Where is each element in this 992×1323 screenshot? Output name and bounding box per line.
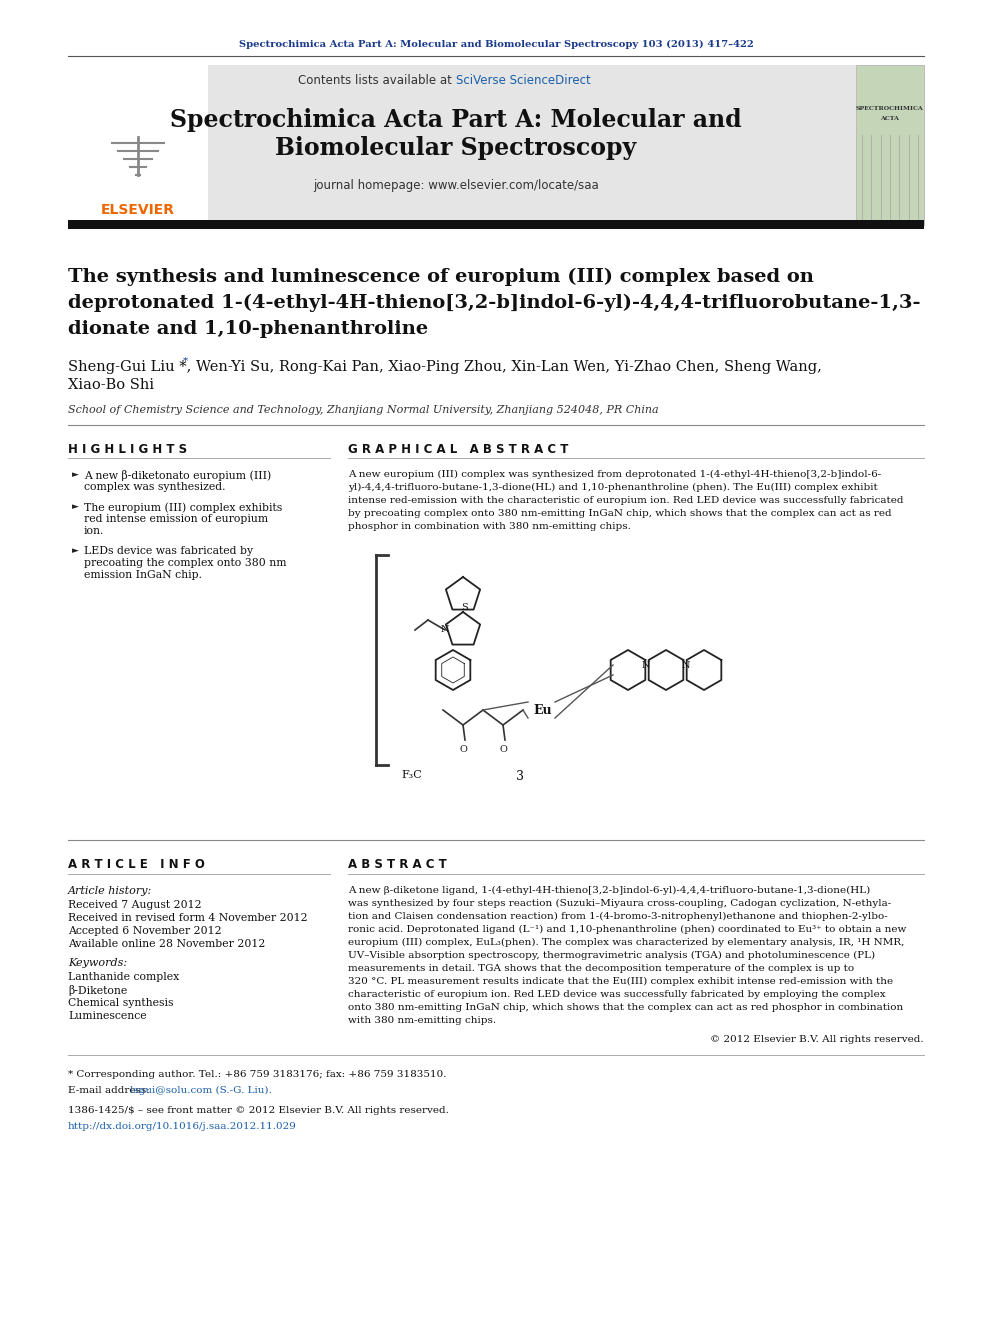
Text: Contents lists available at: Contents lists available at bbox=[299, 74, 456, 86]
Text: *: * bbox=[183, 357, 188, 366]
Text: A B S T R A C T: A B S T R A C T bbox=[348, 859, 446, 871]
Text: UV–Visible absorption spectroscopy, thermogravimetric analysis (TGA) and photolu: UV–Visible absorption spectroscopy, ther… bbox=[348, 951, 875, 960]
Text: Available online 28 November 2012: Available online 28 November 2012 bbox=[68, 939, 266, 949]
Text: Sheng-Gui Liu *, Wen-Yi Su, Rong-Kai Pan, Xiao-Ping Zhou, Xin-Lan Wen, Yi-Zhao C: Sheng-Gui Liu *, Wen-Yi Su, Rong-Kai Pan… bbox=[68, 360, 822, 374]
Text: ACTA: ACTA bbox=[881, 115, 900, 120]
Text: Received 7 August 2012: Received 7 August 2012 bbox=[68, 900, 201, 910]
Text: ►: ► bbox=[72, 501, 79, 511]
Text: 3: 3 bbox=[516, 770, 524, 783]
Text: lsgui@solu.com (S.-G. Liu).: lsgui@solu.com (S.-G. Liu). bbox=[130, 1086, 272, 1095]
Text: dionate and 1,10-phenanthroline: dionate and 1,10-phenanthroline bbox=[68, 320, 429, 337]
Text: LEDs device was fabricated by: LEDs device was fabricated by bbox=[84, 546, 253, 556]
Bar bbox=[68, 220, 924, 229]
Text: ►: ► bbox=[72, 546, 79, 556]
Text: Article history:: Article history: bbox=[68, 886, 152, 896]
Text: ion.: ion. bbox=[84, 527, 104, 536]
Text: with 380 nm-emitting chips.: with 380 nm-emitting chips. bbox=[348, 1016, 496, 1025]
Text: phosphor in combination with 380 nm-emitting chips.: phosphor in combination with 380 nm-emit… bbox=[348, 523, 631, 531]
Text: A new β-diketonato europium (III): A new β-diketonato europium (III) bbox=[84, 470, 271, 482]
Bar bbox=[68, 65, 208, 225]
Text: G R A P H I C A L   A B S T R A C T: G R A P H I C A L A B S T R A C T bbox=[348, 443, 568, 456]
Text: School of Chemistry Science and Technology, Zhanjiang Normal University, Zhanjia: School of Chemistry Science and Technolo… bbox=[68, 405, 659, 415]
Text: The europium (III) complex exhibits: The europium (III) complex exhibits bbox=[84, 501, 283, 512]
Text: SPECTROCHIMICA: SPECTROCHIMICA bbox=[856, 106, 924, 111]
Text: precoating the complex onto 380 nm: precoating the complex onto 380 nm bbox=[84, 558, 287, 568]
Text: A R T I C L E   I N F O: A R T I C L E I N F O bbox=[68, 859, 205, 871]
Text: deprotonated 1-(4-ethyl-4H-thieno[3,2-b]indol-6-yl)-4,4,4-trifluorobutane-1,3-: deprotonated 1-(4-ethyl-4H-thieno[3,2-b]… bbox=[68, 294, 921, 312]
Text: ronic acid. Deprotonated ligand (L⁻¹) and 1,10-phenanthroline (phen) coordinated: ronic acid. Deprotonated ligand (L⁻¹) an… bbox=[348, 925, 907, 934]
Text: 320 °C. PL measurement results indicate that the Eu(III) complex exhibit intense: 320 °C. PL measurement results indicate … bbox=[348, 976, 893, 986]
Text: complex was synthesized.: complex was synthesized. bbox=[84, 482, 225, 492]
Text: H I G H L I G H T S: H I G H L I G H T S bbox=[68, 443, 187, 456]
Text: N: N bbox=[682, 660, 690, 669]
Bar bbox=[68, 65, 856, 225]
Text: F₃C: F₃C bbox=[401, 770, 422, 781]
Text: S: S bbox=[461, 602, 468, 611]
Text: red intense emission of europium: red intense emission of europium bbox=[84, 515, 268, 524]
Text: Luminescence: Luminescence bbox=[68, 1011, 147, 1021]
Text: N: N bbox=[642, 660, 650, 669]
Text: characteristic of europium ion. Red LED device was successfully fabricated by em: characteristic of europium ion. Red LED … bbox=[348, 990, 886, 999]
Text: ELSEVIER: ELSEVIER bbox=[101, 202, 175, 217]
Text: * Corresponding author. Tel.: +86 759 3183176; fax: +86 759 3183510.: * Corresponding author. Tel.: +86 759 31… bbox=[68, 1070, 446, 1080]
Text: was synthesized by four steps reaction (Suzuki–Miyaura cross-coupling, Cadogan c: was synthesized by four steps reaction (… bbox=[348, 900, 891, 908]
Text: tion and Claisen condensation reaction) from 1-(4-bromo-3-nitrophenyl)ethanone a: tion and Claisen condensation reaction) … bbox=[348, 912, 888, 921]
Text: measurements in detail. TGA shows that the decomposition temperature of the comp: measurements in detail. TGA shows that t… bbox=[348, 964, 854, 972]
Text: Spectrochimica Acta Part A: Molecular and: Spectrochimica Acta Part A: Molecular an… bbox=[171, 108, 742, 132]
Text: β-Diketone: β-Diketone bbox=[68, 986, 127, 996]
Text: O: O bbox=[459, 745, 467, 754]
Text: Biomolecular Spectroscopy: Biomolecular Spectroscopy bbox=[276, 136, 637, 160]
Text: yl)-4,4,4-trifluoro-butane-1,3-dione(HL) and 1,10-phenanthroline (phen). The Eu(: yl)-4,4,4-trifluoro-butane-1,3-dione(HL)… bbox=[348, 483, 878, 492]
Text: O: O bbox=[499, 745, 507, 754]
Text: © 2012 Elsevier B.V. All rights reserved.: © 2012 Elsevier B.V. All rights reserved… bbox=[710, 1035, 924, 1044]
Text: ►: ► bbox=[72, 470, 79, 479]
Text: A new β-diketone ligand, 1-(4-ethyl-4H-thieno[3,2-b]indol-6-yl)-4,4,4-trifluoro-: A new β-diketone ligand, 1-(4-ethyl-4H-t… bbox=[348, 886, 870, 896]
Text: A new europium (III) complex was synthesized from deprotonated 1-(4-ethyl-4H-thi: A new europium (III) complex was synthes… bbox=[348, 470, 881, 479]
Text: http://dx.doi.org/10.1016/j.saa.2012.11.029: http://dx.doi.org/10.1016/j.saa.2012.11.… bbox=[68, 1122, 297, 1131]
Text: Spectrochimica Acta Part A: Molecular and Biomolecular Spectroscopy 103 (2013) 4: Spectrochimica Acta Part A: Molecular an… bbox=[239, 40, 753, 49]
Text: europium (III) complex, EuL₃(phen). The complex was characterized by elementary : europium (III) complex, EuL₃(phen). The … bbox=[348, 938, 905, 947]
Text: by precoating complex onto 380 nm-emitting InGaN chip, which shows that the comp: by precoating complex onto 380 nm-emitti… bbox=[348, 509, 892, 519]
Text: N: N bbox=[440, 626, 449, 635]
Text: emission InGaN chip.: emission InGaN chip. bbox=[84, 570, 202, 579]
Text: Accepted 6 November 2012: Accepted 6 November 2012 bbox=[68, 926, 221, 935]
Text: Xiao-Bo Shi: Xiao-Bo Shi bbox=[68, 378, 154, 392]
Text: Chemical synthesis: Chemical synthesis bbox=[68, 998, 174, 1008]
Text: journal homepage: www.elsevier.com/locate/saa: journal homepage: www.elsevier.com/locat… bbox=[313, 179, 599, 192]
Text: Eu: Eu bbox=[534, 704, 553, 717]
Text: onto 380 nm-emitting InGaN chip, which shows that the complex can act as red pho: onto 380 nm-emitting InGaN chip, which s… bbox=[348, 1003, 904, 1012]
Text: intense red-emission with the characteristic of europium ion. Red LED device was: intense red-emission with the characteri… bbox=[348, 496, 904, 505]
Text: Lanthanide complex: Lanthanide complex bbox=[68, 972, 180, 982]
Bar bbox=[856, 65, 924, 225]
Text: E-mail address:: E-mail address: bbox=[68, 1086, 153, 1095]
Text: The synthesis and luminescence of europium (III) complex based on: The synthesis and luminescence of europi… bbox=[68, 269, 813, 286]
Text: 1386-1425/$ – see front matter © 2012 Elsevier B.V. All rights reserved.: 1386-1425/$ – see front matter © 2012 El… bbox=[68, 1106, 448, 1115]
Text: Keywords:: Keywords: bbox=[68, 958, 127, 968]
Text: Received in revised form 4 November 2012: Received in revised form 4 November 2012 bbox=[68, 913, 308, 923]
Text: SciVerse ScienceDirect: SciVerse ScienceDirect bbox=[456, 74, 591, 86]
